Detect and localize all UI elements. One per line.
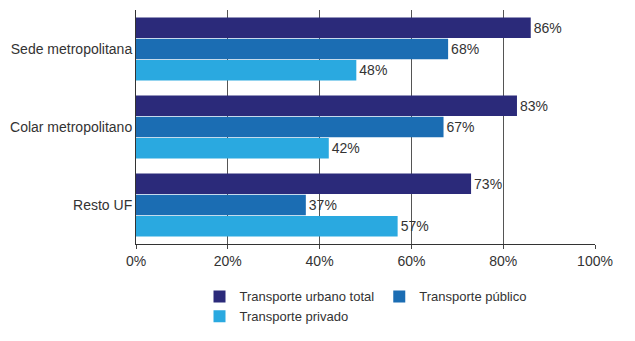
svg-text:Colar metropolitano: Colar metropolitano [10, 119, 132, 135]
svg-text:80%: 80% [489, 253, 517, 269]
svg-text:20%: 20% [214, 253, 242, 269]
svg-text:0%: 0% [126, 253, 146, 269]
svg-text:57%: 57% [401, 218, 429, 234]
svg-text:42%: 42% [332, 140, 360, 156]
svg-text:37%: 37% [309, 197, 337, 213]
svg-text:68%: 68% [451, 41, 479, 57]
svg-text:73%: 73% [474, 176, 502, 192]
svg-text:40%: 40% [306, 253, 334, 269]
svg-text:67%: 67% [447, 119, 475, 135]
svg-text:100%: 100% [577, 253, 613, 269]
svg-text:83%: 83% [520, 98, 548, 114]
svg-text:48%: 48% [359, 62, 387, 78]
svg-text:Sede metropolitana: Sede metropolitana [11, 41, 133, 57]
svg-text:60%: 60% [397, 253, 425, 269]
svg-text:86%: 86% [534, 20, 562, 36]
svg-text:Transporte privado: Transporte privado [240, 309, 349, 324]
svg-text:Resto UF: Resto UF [73, 197, 132, 213]
svg-text:Transporte urbano total: Transporte urbano total [240, 289, 375, 304]
svg-text:Transporte público: Transporte público [419, 289, 526, 304]
